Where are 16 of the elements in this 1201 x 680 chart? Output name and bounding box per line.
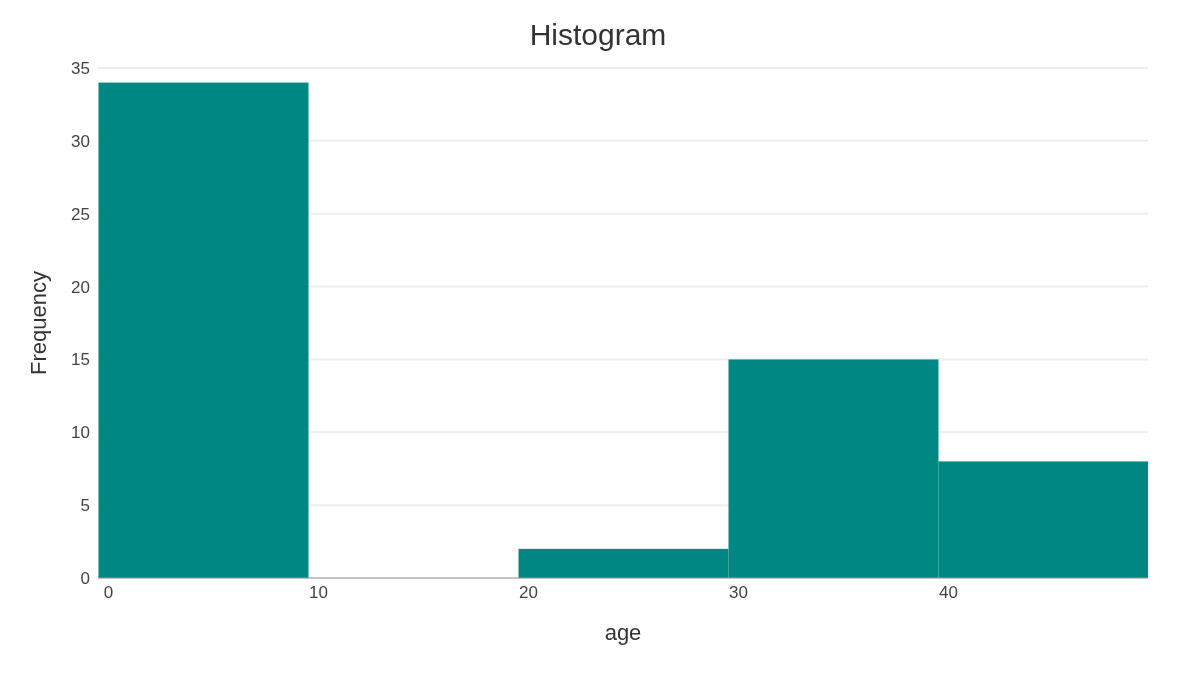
y-tick-label: 20	[71, 277, 90, 297]
x-tick-label: 0	[103, 583, 114, 603]
x-tick-label: 30	[729, 583, 748, 603]
x-axis-title: age	[604, 620, 642, 645]
chart-title: Histogram	[528, 18, 668, 52]
y-tick-label: 15	[71, 350, 90, 370]
y-tick-label: 5	[80, 496, 90, 516]
y-tick-label: 25	[71, 204, 90, 224]
y-axis-title: Frequency	[25, 271, 51, 375]
y-tick-label: 0	[80, 569, 90, 589]
y-tick-label: 10	[71, 423, 90, 443]
x-tick-label: 40	[939, 583, 958, 603]
y-tick-label: 35	[71, 59, 90, 79]
y-tick-label: 30	[71, 131, 90, 151]
x-tick-label: 20	[519, 583, 538, 603]
x-tick-label: 10	[309, 583, 328, 603]
